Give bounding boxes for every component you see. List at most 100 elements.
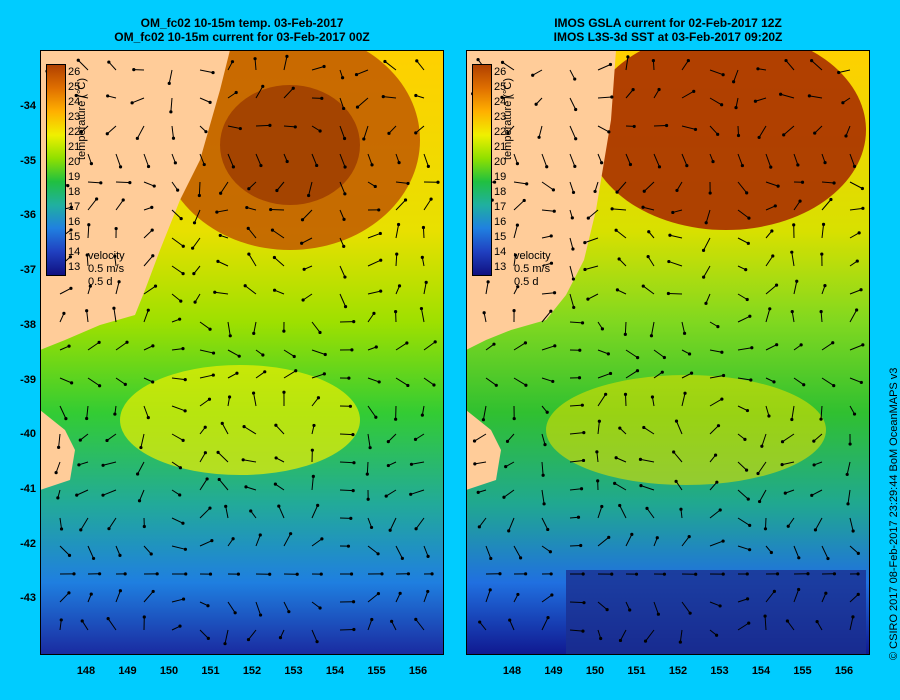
velocity-arrow-head [261, 84, 265, 88]
velocity-arrow [765, 344, 777, 351]
velocity-arrow-head [278, 636, 283, 640]
velocity-arrow [615, 229, 627, 239]
velocity-arrow-head [72, 572, 76, 576]
velocity-arrow-head [646, 255, 650, 259]
velocity-arrow-head [343, 305, 348, 309]
velocity-arrow [791, 252, 795, 267]
velocity-arrow [597, 349, 609, 355]
velocity-arrow-head [769, 165, 773, 169]
velocity-arrow-head [650, 395, 655, 399]
velocity-time: 0.5 d [88, 276, 113, 288]
velocity-arrow [170, 97, 173, 112]
velocity-arrow [76, 489, 89, 496]
velocity-arrow-head [571, 277, 576, 281]
velocity-arrow [199, 478, 208, 491]
velocity-arrow [391, 621, 397, 631]
velocity-arrow-head [295, 572, 299, 576]
velocity-arrow-head [639, 484, 643, 488]
colorbar-tick: 21 [68, 141, 81, 153]
velocity-arrow-head [581, 572, 585, 576]
velocity-arrow-head [756, 67, 760, 71]
velocity-arrow [681, 601, 691, 614]
y-tick-label: -41 [20, 482, 36, 495]
velocity-arrow-head [760, 444, 764, 448]
velocity-arrow-head [430, 572, 434, 576]
velocity-arrow [765, 205, 776, 211]
velocity-arrow-head [823, 284, 827, 288]
right-map-panel[interactable]: 26 25 24 23 22 21 20 19 18 17 16 15 14 13 temperature… [466, 50, 870, 655]
velocity-arrow-head [173, 161, 177, 165]
velocity-arrow-head [657, 87, 661, 92]
velocity-arrow [199, 374, 214, 379]
velocity-arrow-head [721, 373, 726, 378]
velocity-arrow-head [259, 163, 263, 168]
velocity-arrow-head [574, 137, 578, 141]
colorbar-tick: 20 [68, 156, 81, 168]
velocity-arrow-head [406, 572, 411, 576]
velocity-arrow-head [244, 485, 248, 489]
velocity-arrow-head [492, 342, 496, 346]
velocity-arrow-head [500, 95, 504, 100]
map-frame [466, 50, 870, 655]
velocity-arrow [311, 66, 325, 71]
velocity-arrow-head [208, 506, 212, 510]
velocity-arrow [765, 153, 772, 168]
velocity-arrow [793, 153, 799, 166]
velocity-arrow [199, 321, 211, 330]
velocity-arrow-head [316, 503, 320, 507]
velocity-arrow [791, 311, 795, 323]
velocity-arrow-head [813, 528, 818, 532]
velocity-arrow [820, 311, 823, 323]
velocity-arrow-head [69, 286, 73, 290]
velocity-arrow-head [322, 64, 326, 69]
velocity-arrow-head [68, 255, 72, 259]
velocity-arrow-head [537, 135, 541, 139]
velocity-arrow-head [576, 515, 581, 519]
velocity-arrow [115, 181, 130, 184]
velocity-arrow-head [233, 611, 237, 615]
velocity-arrow-head [379, 258, 383, 262]
velocity-arrow-head [685, 163, 689, 168]
velocity-arrow [737, 622, 749, 631]
velocity-arrow-head [370, 617, 374, 622]
velocity-arrow [311, 505, 319, 519]
velocity-arrow-head [231, 165, 235, 169]
velocity-arrow [845, 125, 851, 137]
velocity-arrow-head [715, 480, 719, 484]
velocity-arrow-head [546, 615, 550, 620]
colorbar-tick: 24 [68, 96, 81, 108]
velocity-arrow-head [636, 356, 640, 360]
velocity-arrow [367, 290, 381, 295]
velocity-arrow-head [757, 135, 761, 140]
velocity-arrow [541, 545, 551, 553]
velocity-arrow-head [282, 390, 286, 394]
velocity-arrow-head [614, 228, 618, 232]
velocity-arrow-head [179, 217, 183, 221]
velocity-arrow [787, 620, 795, 631]
velocity-arrow [569, 601, 585, 604]
velocity-arrow [59, 592, 70, 603]
velocity-arrow-head [246, 637, 251, 642]
velocity-arrow [737, 405, 748, 411]
velocity-arrow-head [343, 275, 347, 279]
velocity-arrow [216, 209, 229, 213]
velocity-arrow-head [711, 159, 715, 164]
velocity-arrow-head [841, 101, 845, 105]
y-tick-label: -40 [20, 428, 36, 441]
velocity-arrow-head [420, 413, 424, 417]
velocity-arrow-head [178, 624, 182, 628]
colorbar-tick: 22 [68, 126, 81, 138]
velocity-arrow-head [211, 70, 215, 75]
velocity-arrow-head [473, 462, 477, 466]
velocity-arrow-head [319, 572, 323, 576]
island [466, 410, 501, 490]
velocity-arrow-head [99, 181, 103, 185]
velocity-arrow-head [806, 572, 810, 576]
velocity-arrow-head [390, 619, 394, 623]
velocity-arrow-head [763, 527, 768, 531]
velocity-arrow [849, 207, 863, 211]
land-mass [466, 50, 616, 350]
velocity-arrow [80, 517, 89, 531]
velocity-arrow-head [208, 327, 212, 331]
left-map-panel[interactable]: 26 25 24 23 22 21 20 19 18 17 16 15 14 13 temperature… [40, 50, 444, 655]
